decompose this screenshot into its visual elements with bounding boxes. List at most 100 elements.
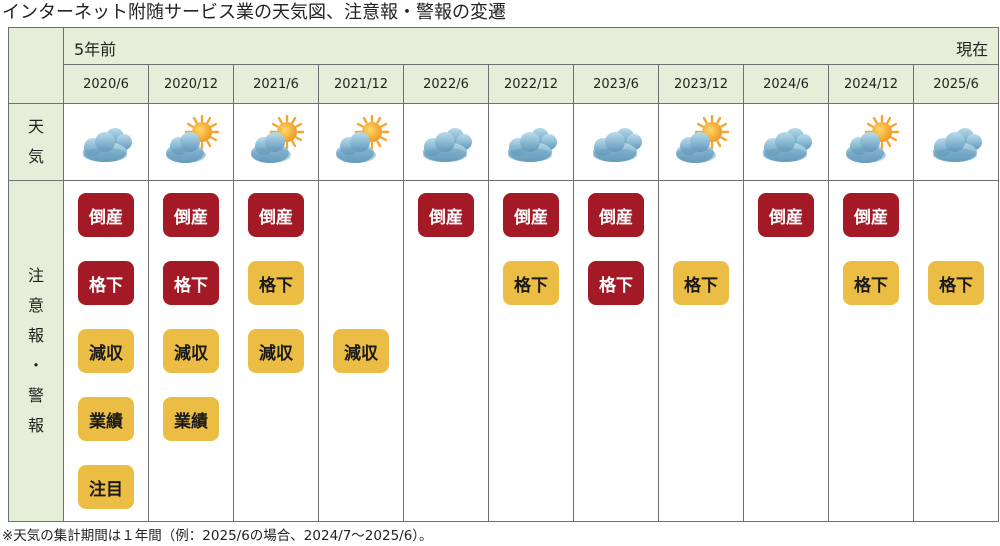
period-date: 2024/12 bbox=[828, 64, 914, 104]
alert-slot bbox=[319, 249, 403, 317]
weather-cell bbox=[233, 103, 319, 181]
alert-slot: 格下 bbox=[659, 249, 743, 317]
weather-cell bbox=[403, 103, 489, 181]
alert-badge: 格下 bbox=[503, 261, 559, 305]
header-row-dates: 2020/6 2020/12 2021/6 2021/12 2022/6 2022/12 2… bbox=[9, 64, 1000, 104]
weather-cell bbox=[828, 103, 914, 181]
alert-badge: 倒産 bbox=[758, 193, 814, 237]
time-range-header: 5年前 現在 bbox=[62, 27, 1000, 65]
alert-slot: 倒産 bbox=[489, 181, 573, 249]
alert-slot: 減収 bbox=[234, 317, 318, 385]
alerts-cell: 倒産 格下 bbox=[573, 180, 659, 522]
alerts-cell: 倒産 格下 減収 業績 注目 bbox=[63, 180, 149, 522]
sun-behind-cloud-icon bbox=[251, 115, 305, 163]
alert-slot: 倒産 bbox=[64, 181, 148, 249]
alert-badge: 格下 bbox=[163, 261, 219, 305]
alert-slot bbox=[404, 385, 488, 453]
period-date: 2023/6 bbox=[573, 64, 659, 104]
period-date: 2020/12 bbox=[148, 64, 234, 104]
alert-badge: 格下 bbox=[928, 261, 985, 305]
alert-slot: 倒産 bbox=[234, 181, 318, 249]
cloud-icon bbox=[423, 128, 472, 162]
alert-badge: 倒産 bbox=[78, 193, 134, 237]
alert-slot bbox=[829, 317, 913, 385]
alert-slot bbox=[574, 453, 658, 521]
alert-slot bbox=[914, 317, 998, 385]
weather-label-char: 天 bbox=[27, 117, 44, 136]
alert-slot: 倒産 bbox=[744, 181, 828, 249]
alert-slot: 格下 bbox=[234, 249, 318, 317]
alert-slot bbox=[744, 385, 828, 453]
alert-slot bbox=[914, 181, 998, 249]
alert-slot: 格下 bbox=[149, 249, 233, 317]
alert-slot bbox=[319, 181, 403, 249]
alert-badge: 格下 bbox=[843, 261, 899, 305]
alert-badge: 倒産 bbox=[163, 193, 219, 237]
period-date: 2024/6 bbox=[743, 64, 829, 104]
period-date: 2021/12 bbox=[318, 64, 404, 104]
sun-behind-cloud-icon bbox=[846, 115, 900, 163]
alerts-cell: 倒産 bbox=[743, 180, 829, 522]
weather-alert-table: 5年前 現在 2020/6 2020/12 2021/6 2021/12 2022/6 2… bbox=[8, 27, 1000, 522]
alert-label-char: 警 bbox=[27, 386, 44, 405]
alert-label-char: 注 bbox=[27, 266, 44, 285]
alert-slot bbox=[489, 317, 573, 385]
alerts-row-label: 注意報・警報 bbox=[8, 180, 64, 522]
alert-slot: 倒産 bbox=[149, 181, 233, 249]
alerts-cell: 倒産 格下 bbox=[828, 180, 914, 522]
weather-cell bbox=[743, 103, 829, 181]
alert-badge: 減収 bbox=[78, 329, 134, 373]
alerts-cell: 倒産 格下 bbox=[488, 180, 574, 522]
alert-slot: 格下 bbox=[914, 249, 998, 317]
alert-slot bbox=[829, 385, 913, 453]
alert-label-char: ・ bbox=[27, 356, 44, 375]
alert-slot: 格下 bbox=[64, 249, 148, 317]
alert-slot: 倒産 bbox=[404, 181, 488, 249]
alert-slot bbox=[914, 453, 998, 521]
alert-slot bbox=[659, 181, 743, 249]
alerts-cell: 倒産 bbox=[403, 180, 489, 522]
period-date: 2022/6 bbox=[403, 64, 489, 104]
alert-badge: 倒産 bbox=[418, 193, 474, 237]
alerts-cell: 倒産 格下 減収 bbox=[233, 180, 319, 522]
alerts-cell: 倒産 格下 減収 業績 bbox=[148, 180, 234, 522]
alerts-cell: 格下 bbox=[912, 180, 1000, 522]
alert-badge: 格下 bbox=[248, 261, 304, 305]
weather-row: 天気 bbox=[8, 103, 1000, 181]
alert-slot bbox=[829, 453, 913, 521]
cloud-icon bbox=[508, 128, 557, 162]
alert-badge: 格下 bbox=[588, 261, 644, 305]
alerts-cell: 減収 bbox=[318, 180, 404, 522]
weather-cell bbox=[318, 103, 404, 181]
weather-row-label: 天気 bbox=[8, 103, 64, 181]
alert-slot bbox=[659, 385, 743, 453]
alert-label-char: 意 bbox=[27, 296, 44, 315]
sun-behind-cloud-icon bbox=[676, 115, 730, 163]
weather-cell bbox=[488, 103, 574, 181]
alert-slot bbox=[659, 317, 743, 385]
alert-badge: 注目 bbox=[78, 465, 134, 509]
alert-slot: 格下 bbox=[489, 249, 573, 317]
alert-slot bbox=[744, 317, 828, 385]
sun-behind-cloud-icon bbox=[336, 115, 390, 163]
alert-label-char: 報 bbox=[27, 416, 44, 435]
alert-slot: 減収 bbox=[64, 317, 148, 385]
weather-cell bbox=[63, 103, 149, 181]
period-date: 2021/6 bbox=[233, 64, 319, 104]
alert-badge: 減収 bbox=[333, 329, 389, 373]
period-date: 2020/6 bbox=[63, 64, 149, 104]
cloud-icon bbox=[933, 128, 983, 162]
cloud-icon bbox=[593, 128, 642, 162]
weather-cell bbox=[912, 103, 1000, 181]
alert-slot bbox=[744, 249, 828, 317]
alert-slot bbox=[149, 453, 233, 521]
alert-badge: 倒産 bbox=[843, 193, 899, 237]
alert-badge: 減収 bbox=[248, 329, 304, 373]
sun-behind-cloud-icon bbox=[166, 115, 220, 163]
alert-badge: 格下 bbox=[673, 261, 729, 305]
alert-badge: 倒産 bbox=[503, 193, 559, 237]
alerts-cell: 格下 bbox=[658, 180, 744, 522]
cloud-icon bbox=[763, 128, 812, 162]
alert-slot bbox=[404, 453, 488, 521]
alert-badge: 減収 bbox=[163, 329, 219, 373]
